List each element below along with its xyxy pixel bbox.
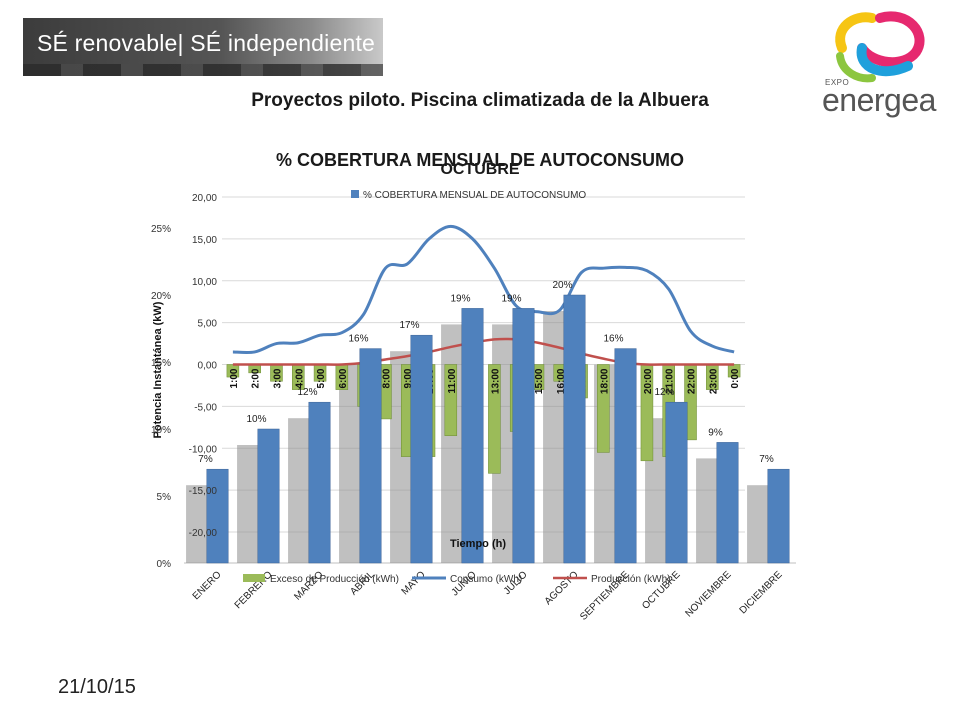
hour-tick-label: 9:00 xyxy=(403,368,414,388)
cobertura-data-label: 7% xyxy=(759,454,774,465)
inner-x-axis-title: Tiempo (h) xyxy=(450,538,506,550)
cobertura-bar xyxy=(665,401,688,564)
inner-y-tick-label: -20,00 xyxy=(189,528,218,539)
hour-tick-label: 23:00 xyxy=(708,368,719,394)
exceso-bar xyxy=(488,364,501,474)
consumo-line xyxy=(232,224,735,355)
inner-y-tick-label: 20,00 xyxy=(192,193,217,204)
hour-tick-label: 1:00 xyxy=(229,368,240,388)
month-tick-label: DICIEMBRE xyxy=(738,569,785,616)
bar-shadow xyxy=(441,324,463,563)
inner-y-tick-label: 5,00 xyxy=(198,319,218,330)
cobertura-bar xyxy=(563,294,586,564)
logo-expo-text: EXPO xyxy=(825,78,850,87)
cobertura-bar xyxy=(359,348,382,564)
cobertura-data-label: 17% xyxy=(399,320,419,331)
slide-date: 21/10/15 xyxy=(58,676,136,698)
hour-tick-label: 8:00 xyxy=(381,368,392,388)
hour-tick-label: 13:00 xyxy=(490,368,501,394)
cobertura-bar xyxy=(308,401,331,564)
hour-tick-label: 15:00 xyxy=(534,368,545,394)
outer-y-tick-label: 5% xyxy=(157,492,172,503)
bar-shadow xyxy=(288,418,310,563)
cobertura-data-label: 16% xyxy=(348,334,368,345)
inner-y-tick-label: 15,00 xyxy=(192,235,217,246)
cobertura-bar xyxy=(410,334,433,564)
produccion-line xyxy=(232,337,735,366)
bar-shadow xyxy=(186,485,208,563)
hour-tick-label: 21:00 xyxy=(665,368,676,394)
cobertura-data-label: 16% xyxy=(603,334,623,345)
month-tick-label: NOVIEMBRE xyxy=(683,569,733,619)
hour-tick-label: 3:00 xyxy=(272,368,283,388)
cobertura-data-label: 10% xyxy=(246,414,266,425)
cobertura-data-label: 7% xyxy=(198,454,213,465)
hour-tick-label: 18:00 xyxy=(599,368,610,394)
legend-label-exceso: Exceso de Producción (kWh) xyxy=(270,574,399,585)
month-tick-label: ENERO xyxy=(191,569,224,602)
hour-tick-label: 22:00 xyxy=(687,368,698,394)
slide-title: Proyectos piloto. Piscina climatizada de… xyxy=(251,90,709,111)
legend-label-produccion: Producción (kWh) xyxy=(591,574,670,585)
cobertura-data-label: 19% xyxy=(450,293,470,304)
exceso-bar xyxy=(444,364,458,436)
bar-shadow xyxy=(237,445,259,563)
hour-tick-label: 11:00 xyxy=(447,368,458,393)
cobertura-data-label: 12% xyxy=(297,387,317,398)
outer-y-tick-label: 25% xyxy=(151,224,171,235)
inner-y-tick-label: 10,00 xyxy=(192,277,217,288)
outer-y-tick-label: 15% xyxy=(151,358,171,369)
chart-title-octubre: OCTUBRE xyxy=(440,161,520,178)
month-tick-label: MAYO xyxy=(400,569,428,597)
legend-swatch-exceso xyxy=(243,574,265,582)
energea-logo xyxy=(835,11,925,83)
cobertura-bar xyxy=(716,442,739,564)
month-tick-label: AGOSTO xyxy=(543,569,581,607)
inner-y-tick-label: -10,00 xyxy=(189,444,218,455)
cobertura-data-label: 12% xyxy=(654,387,674,398)
hour-tick-label: 0:00 xyxy=(730,368,741,388)
hour-tick-label: 20:00 xyxy=(643,368,654,394)
cobertura-data-label: 19% xyxy=(501,293,521,304)
hour-tick-label: 5:00 xyxy=(316,368,327,388)
hour-tick-label: 16:00 xyxy=(556,368,567,394)
cobertura-data-label: 9% xyxy=(708,427,723,438)
cobertura-bar xyxy=(512,308,535,564)
inner-y-axis-title: Potencia Instantánea (kW) xyxy=(152,301,164,438)
inner-y-tick-label: -5,00 xyxy=(194,402,217,413)
exceso-bar xyxy=(597,364,610,453)
hour-tick-label: 4:00 xyxy=(294,368,305,388)
logo-wordmark: energea xyxy=(822,82,936,118)
header-banner: SÉ renovable| SÉ independiente xyxy=(23,18,383,76)
bar-shadow xyxy=(696,458,718,563)
cobertura-bar xyxy=(257,428,280,564)
outer-y-tick-label: 0% xyxy=(157,559,172,570)
banner-text: SÉ renovable| SÉ independiente xyxy=(37,30,376,56)
cobertura-bar xyxy=(614,348,637,564)
cobertura-bar xyxy=(461,308,484,564)
legend-label-consumo: Consumo (kWh) xyxy=(450,574,522,585)
hour-tick-label: 6:00 xyxy=(338,368,349,388)
cobertura-bar xyxy=(206,468,229,564)
bar-shadow xyxy=(747,485,769,563)
outer-y-tick-label: 20% xyxy=(151,291,171,302)
hour-tick-label: 2:00 xyxy=(251,368,262,388)
chart-title-cobertura: % COBERTURA MENSUAL DE AUTOCONSUMO xyxy=(275,150,684,170)
inner-y-tick-label: -15,00 xyxy=(189,486,218,497)
outer-y-tick-label: 10% xyxy=(151,425,171,436)
bar-shadow xyxy=(339,364,361,563)
banner-strip xyxy=(23,64,383,76)
cobertura-bar xyxy=(767,468,790,564)
legend-swatch-cobertura xyxy=(351,190,359,198)
legend-label-cobertura: % COBERTURA MENSUAL DE AUTOCONSUMO xyxy=(363,190,586,201)
cobertura-data-label: 20% xyxy=(552,280,572,291)
inner-y-tick-label: 0,00 xyxy=(198,361,218,372)
